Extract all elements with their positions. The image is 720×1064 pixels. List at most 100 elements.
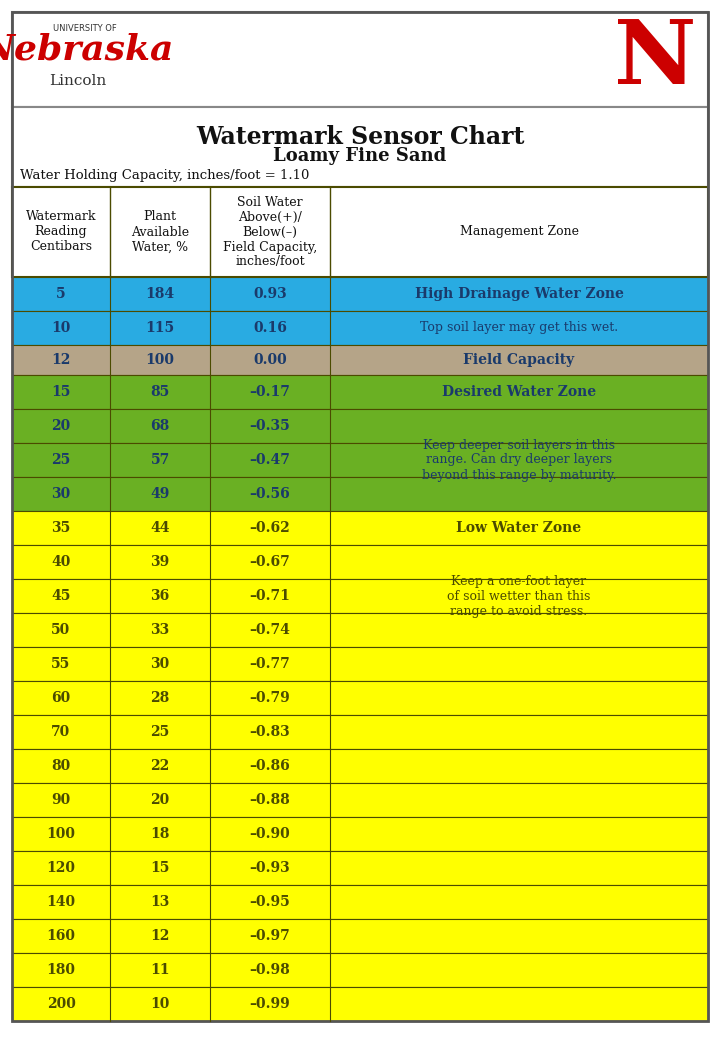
Text: –0.95: –0.95 <box>250 895 290 909</box>
Text: 30: 30 <box>51 487 71 501</box>
Text: 160: 160 <box>47 929 76 943</box>
Text: 40: 40 <box>51 555 71 569</box>
Bar <box>12 987 708 1021</box>
Text: 11: 11 <box>150 963 170 977</box>
Text: –0.99: –0.99 <box>250 997 290 1011</box>
Text: 100: 100 <box>145 353 174 367</box>
Text: 28: 28 <box>150 691 170 705</box>
Bar <box>12 851 708 885</box>
Text: 35: 35 <box>51 521 71 535</box>
Text: –0.79: –0.79 <box>250 691 290 705</box>
Text: 18: 18 <box>150 827 170 841</box>
Text: 60: 60 <box>51 691 71 705</box>
Bar <box>12 511 708 545</box>
Text: 115: 115 <box>145 321 174 335</box>
Text: –0.62: –0.62 <box>250 521 290 535</box>
Text: 49: 49 <box>150 487 170 501</box>
Bar <box>12 409 708 443</box>
Bar <box>12 545 708 579</box>
Bar <box>12 107 708 187</box>
Text: 13: 13 <box>150 895 170 909</box>
Text: 39: 39 <box>150 555 170 569</box>
Text: 68: 68 <box>150 419 170 433</box>
Text: 70: 70 <box>51 725 71 739</box>
Text: 44: 44 <box>150 521 170 535</box>
Text: –0.67: –0.67 <box>250 555 290 569</box>
Text: Management Zone: Management Zone <box>459 226 578 238</box>
Text: 140: 140 <box>46 895 76 909</box>
Text: –0.98: –0.98 <box>250 963 290 977</box>
Text: Keep deeper soil layers in this
range. Can dry deeper layers
beyond this range b: Keep deeper soil layers in this range. C… <box>422 438 616 482</box>
Text: –0.35: –0.35 <box>250 419 290 433</box>
Text: 12: 12 <box>51 353 71 367</box>
Text: 5: 5 <box>56 287 66 301</box>
Text: Soil Water
Above(+)/
Below(–)
Field Capacity,
inches/foot: Soil Water Above(+)/ Below(–) Field Capa… <box>223 196 317 268</box>
Text: Keep a one-foot layer
of soil wetter than this
range to avoid stress.: Keep a one-foot layer of soil wetter tha… <box>447 575 590 617</box>
Bar <box>12 817 708 851</box>
Text: 15: 15 <box>150 861 170 875</box>
Text: Desired Water Zone: Desired Water Zone <box>442 385 596 399</box>
Bar <box>12 311 708 345</box>
Text: 80: 80 <box>51 759 71 774</box>
Text: 22: 22 <box>150 759 170 774</box>
Text: 50: 50 <box>51 624 71 637</box>
Text: 0.00: 0.00 <box>253 353 287 367</box>
Text: 20: 20 <box>150 793 170 807</box>
Text: 33: 33 <box>150 624 170 637</box>
Text: –0.71: –0.71 <box>250 589 290 603</box>
Text: –0.74: –0.74 <box>250 624 290 637</box>
Text: –0.93: –0.93 <box>250 861 290 875</box>
Bar <box>12 783 708 817</box>
Bar <box>12 277 708 311</box>
Text: Lincoln: Lincoln <box>50 74 107 88</box>
Text: 120: 120 <box>47 861 76 875</box>
Bar <box>12 12 708 107</box>
Text: –0.86: –0.86 <box>250 759 290 774</box>
Text: 57: 57 <box>150 453 170 467</box>
Text: Plant
Available
Water, %: Plant Available Water, % <box>131 211 189 253</box>
Text: 15: 15 <box>51 385 71 399</box>
Bar <box>12 749 708 783</box>
Text: High Drainage Water Zone: High Drainage Water Zone <box>415 287 624 301</box>
Text: –0.83: –0.83 <box>250 725 290 739</box>
Text: –0.17: –0.17 <box>250 385 290 399</box>
Bar <box>12 443 708 477</box>
Bar <box>12 681 708 715</box>
Text: Top soil layer may get this wet.: Top soil layer may get this wet. <box>420 321 618 334</box>
Bar <box>12 885 708 919</box>
Bar <box>12 345 708 375</box>
Bar <box>12 477 708 511</box>
Text: 10: 10 <box>51 321 71 335</box>
Bar <box>12 375 708 409</box>
Bar <box>12 579 708 613</box>
Text: 0.93: 0.93 <box>253 287 287 301</box>
Text: 90: 90 <box>51 793 71 807</box>
Text: 10: 10 <box>150 997 170 1011</box>
Bar <box>12 715 708 749</box>
Text: 25: 25 <box>51 453 71 467</box>
Text: Low Water Zone: Low Water Zone <box>456 521 582 535</box>
Text: –0.90: –0.90 <box>250 827 290 841</box>
Bar <box>12 647 708 681</box>
Text: UNIVERSITY OF: UNIVERSITY OF <box>53 24 117 33</box>
Text: 180: 180 <box>47 963 76 977</box>
Text: 12: 12 <box>150 929 170 943</box>
Text: –0.47: –0.47 <box>250 453 290 467</box>
Text: –0.88: –0.88 <box>250 793 290 807</box>
Text: –0.56: –0.56 <box>250 487 290 501</box>
Bar <box>12 187 708 277</box>
Text: 85: 85 <box>150 385 170 399</box>
Text: 200: 200 <box>47 997 76 1011</box>
Text: N: N <box>613 16 696 103</box>
Text: 55: 55 <box>51 656 71 671</box>
Bar <box>12 613 708 647</box>
Text: 36: 36 <box>150 589 170 603</box>
Text: Field Capacity: Field Capacity <box>464 353 575 367</box>
Text: Nebraska: Nebraska <box>0 32 174 66</box>
Bar <box>12 919 708 953</box>
Bar <box>12 953 708 987</box>
Text: 25: 25 <box>150 725 170 739</box>
Text: –0.77: –0.77 <box>250 656 290 671</box>
Text: 20: 20 <box>51 419 71 433</box>
Text: 100: 100 <box>47 827 76 841</box>
